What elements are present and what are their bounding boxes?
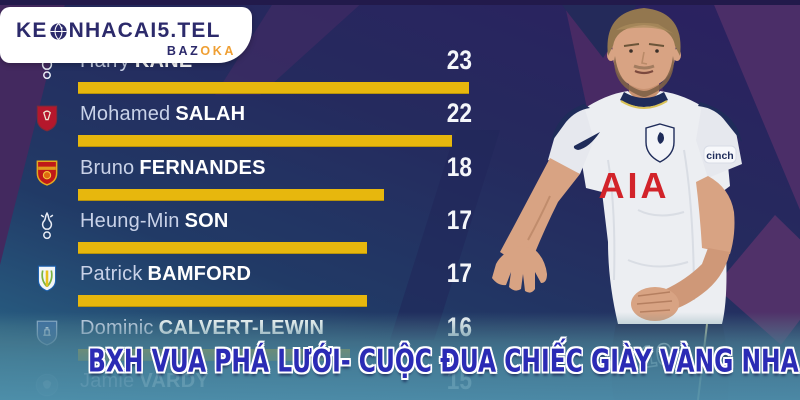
scorer-row: Patrick BAMFORD 17: [0, 258, 500, 309]
scorer-row: Mohamed SALAH 22: [0, 98, 500, 149]
player-first-name: Heung-Min: [80, 210, 180, 232]
bottom-overlay-band: [0, 312, 800, 400]
banner-title: BXH VUA PHÁ LƯỚI- CUỘC ĐUA CHIẾC GIÀY VÀ…: [88, 343, 799, 380]
logo-wordmark: KE NHACAI5.TEL: [16, 19, 221, 43]
goals-count: 22: [446, 98, 472, 128]
logo-card: KE NHACAI5.TEL BAZOKA: [0, 7, 252, 63]
player-last-name: SALAH: [175, 103, 246, 125]
scorer-row: Bruno FERNANDES 18: [0, 152, 500, 203]
goals-bar: [78, 295, 367, 306]
player-first-name: Bruno: [80, 157, 135, 179]
harry-kane-image: cinch AIA: [488, 0, 800, 400]
leeds-crest-icon: [34, 263, 60, 293]
player-first-name: Patrick: [80, 263, 143, 285]
goals-bar: [78, 189, 384, 200]
globe-mascot-icon: [49, 22, 68, 41]
scorer-row: Heung-Min SON 17: [0, 205, 500, 256]
tottenham-crest-icon: [34, 210, 60, 240]
aia-shirt-sponsor: AIA: [599, 165, 670, 206]
logo-tagline: BAZOKA: [167, 44, 236, 58]
nike-swoosh-icon: [573, 132, 600, 150]
goals-count: 17: [446, 258, 472, 288]
tottenham-cockerel-icon: [645, 123, 675, 163]
player-first-name: Mohamed: [80, 103, 171, 125]
man-utd-crest-icon: [34, 157, 60, 187]
player-last-name: BAMFORD: [147, 263, 252, 285]
goals-count: 23: [446, 45, 472, 75]
goals-count: 17: [446, 205, 472, 235]
liverpool-crest-icon: [34, 103, 60, 133]
goals-bar: [78, 242, 367, 253]
logo-text-prefix: KE: [16, 19, 48, 42]
logo-text-suffix: NHACAI5.TEL: [68, 19, 221, 42]
kane-left-arm: [492, 158, 580, 293]
logo-tagline-dark: BAZ: [166, 44, 201, 58]
cinch-sleeve-sponsor: cinch: [706, 150, 733, 162]
goals-count: 18: [446, 152, 472, 182]
player-last-name: SON: [184, 210, 229, 232]
kane-jersey: cinch AIA: [548, 91, 742, 324]
player-name: Bruno FERNANDES: [80, 155, 266, 181]
goals-bar: [78, 82, 469, 93]
logo-tagline-accent: OKA: [200, 44, 236, 58]
player-name: Mohamed SALAH: [80, 101, 245, 127]
player-name: Patrick BAMFORD: [80, 261, 251, 287]
kane-head: [607, 8, 681, 97]
player-name: Heung-Min SON: [80, 208, 229, 234]
player-last-name: FERNANDES: [139, 157, 266, 179]
goals-bar: [78, 135, 452, 146]
top-edge-strip: [0, 0, 800, 5]
